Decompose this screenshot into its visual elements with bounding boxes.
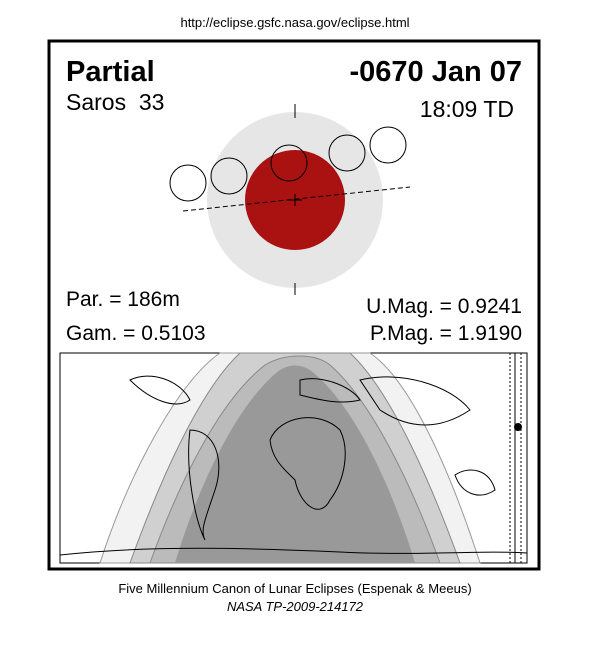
footer-title: Five Millennium Canon of Lunar Eclipses … [118, 581, 471, 596]
eclipse-geometry [169, 104, 411, 295]
time: 18:09 TD [420, 96, 514, 122]
gamma: Gam. = 0.5103 [66, 322, 206, 345]
saros: Saros 33 [66, 89, 164, 115]
footer-reference: NASA TP-2009-214172 [227, 599, 364, 614]
world-map [59, 352, 528, 564]
eclipse-type: Partial [66, 56, 155, 88]
umbral-magnitude: U.Mag. = 0.9241 [366, 295, 522, 318]
url: http://eclipse.gsfc.nasa.gov/eclipse.htm… [180, 15, 409, 30]
penumbral-magnitude: P.Mag. = 1.9190 [370, 322, 522, 345]
duration: Par. = 186m [66, 288, 180, 311]
eclipse-date: -0670 Jan 07 [349, 56, 522, 88]
